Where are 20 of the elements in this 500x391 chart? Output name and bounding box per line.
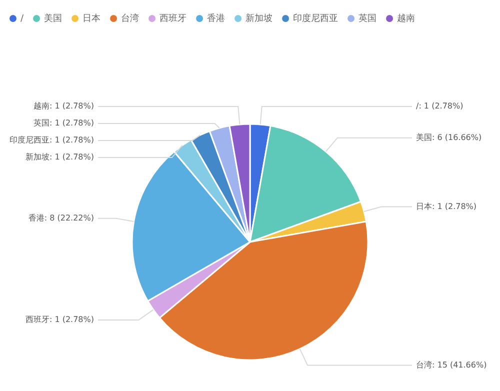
legend-label: 西班牙	[160, 12, 187, 24]
legend-label: 台湾	[121, 12, 140, 24]
data-label: /: 1 (2.78%)	[416, 102, 464, 111]
legend-label: /	[20, 14, 24, 24]
data-label: 英国: 1 (2.78%)	[33, 118, 94, 128]
data-label: 日本: 1 (2.78%)	[416, 202, 477, 211]
legend-label: 美国	[44, 12, 62, 24]
legend-label: 新加坡	[246, 12, 273, 24]
legend-label: 英国	[358, 12, 377, 24]
data-label: 新加坡: 1 (2.78%)	[25, 152, 94, 162]
data-label: 西班牙: 1 (2.78%)	[25, 315, 94, 324]
legend-label: 日本	[82, 12, 101, 24]
legend-label: 香港	[207, 12, 226, 24]
data-label: 美国: 6 (16.66%)	[416, 132, 482, 142]
data-label: 台湾: 15 (41.66%)	[416, 360, 487, 370]
data-label: 越南: 1 (2.78%)	[33, 102, 94, 111]
legend-label: 越南	[397, 12, 416, 24]
data-label: 香港: 8 (22.22%)	[28, 213, 94, 222]
legend-label: 印度尼西亚	[293, 12, 338, 24]
data-label: 印度尼西亚: 1 (2.78%)	[9, 136, 94, 145]
